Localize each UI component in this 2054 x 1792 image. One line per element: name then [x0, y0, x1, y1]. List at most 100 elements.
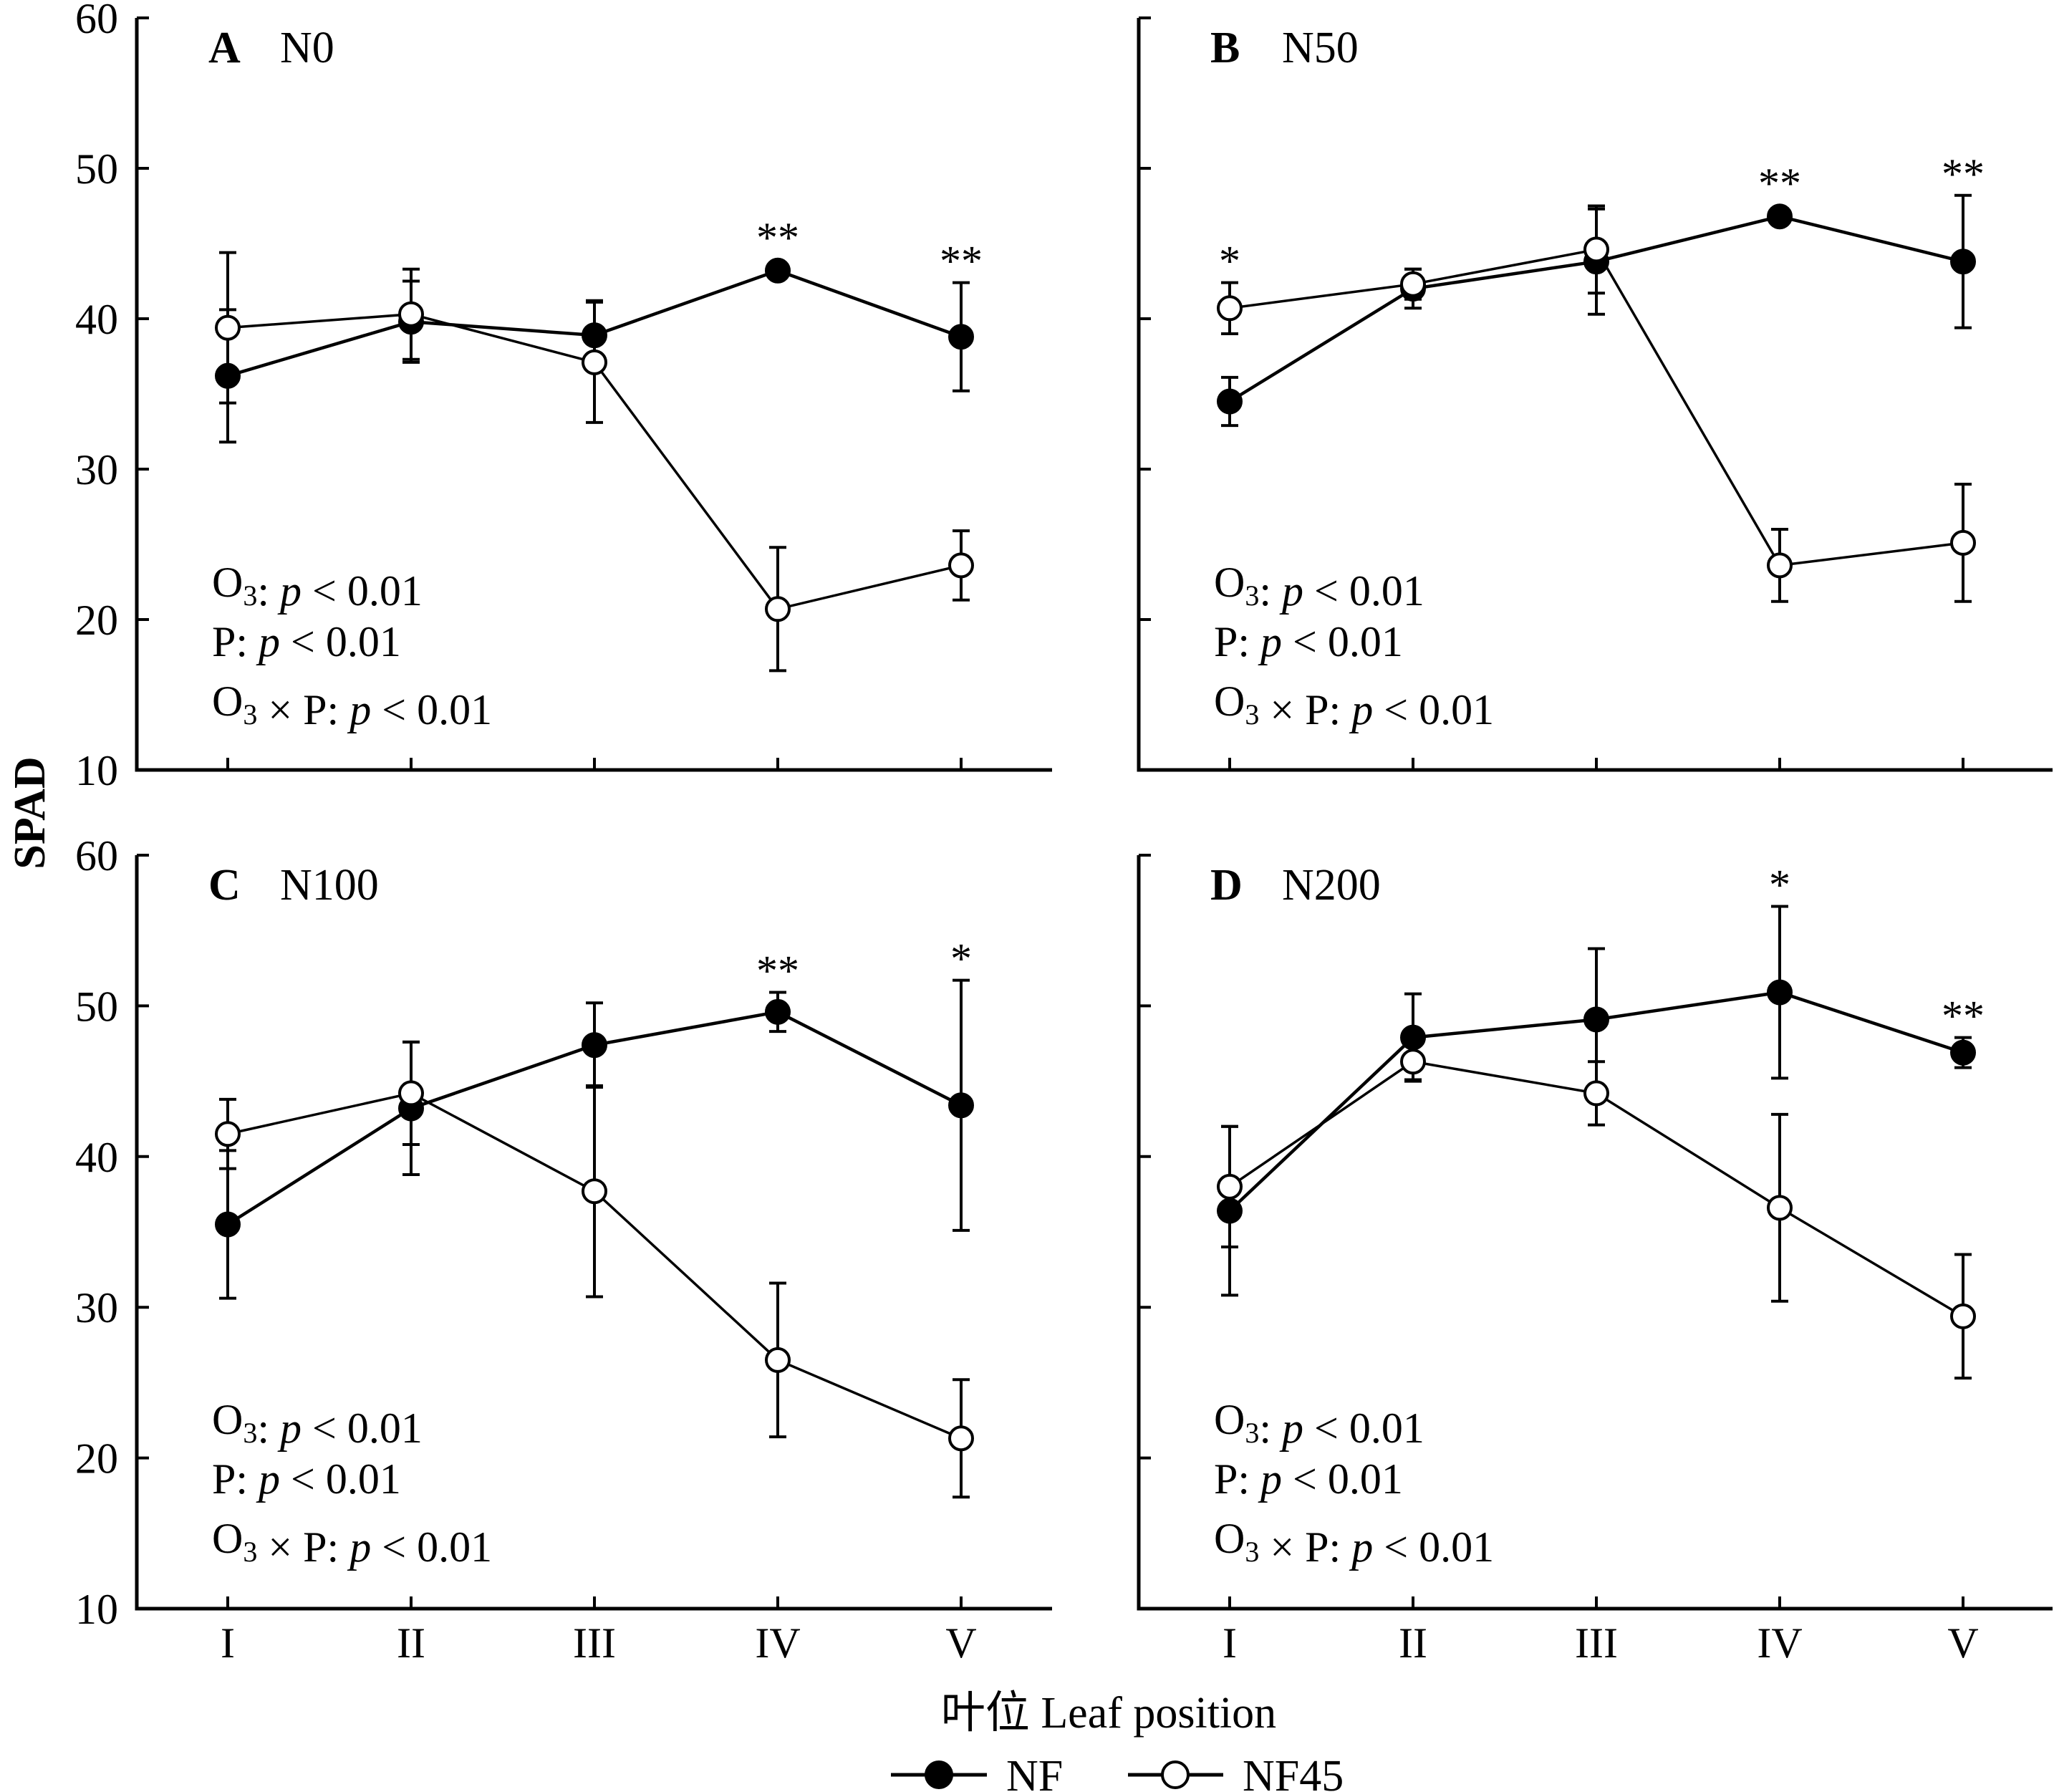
- significance-marker: **: [1942, 150, 1985, 198]
- y-tick-label: 20: [75, 597, 118, 644]
- panel-name: N100: [280, 861, 379, 910]
- panel-b: B N50 O3: p < 0.01P: p < 0.01 O3 × P: p < 0…: [1137, 16, 2053, 772]
- panel-a: 10 20 30 40 50 60 A N0 O3: p < 0.01P: p < 0.01 O3…: [75, 0, 1052, 794]
- legend-label-nf: NF: [1006, 1752, 1063, 1792]
- data-point-nf: [1950, 1039, 1976, 1066]
- panel-letter: A: [208, 24, 241, 72]
- legend-label-nf45: NF45: [1243, 1752, 1344, 1792]
- significance-marker: **: [756, 947, 799, 994]
- data-point-nf45: [215, 314, 241, 341]
- y-tick-label: 60: [75, 0, 118, 42]
- data-point-nf45: [398, 1080, 424, 1107]
- data-point-nf: [215, 1211, 241, 1238]
- data-point-nf: [765, 998, 791, 1025]
- data-point-nf: [1767, 203, 1793, 230]
- legend-entry-nf45: NF45: [1128, 1752, 1344, 1792]
- data-point-nf45: [1767, 552, 1793, 579]
- data-point-nf45: [398, 301, 424, 327]
- x-tick-label: I: [221, 1619, 235, 1667]
- data-point-nf45: [1217, 295, 1243, 322]
- x-tick-label: I: [1223, 1619, 1237, 1667]
- legend: NF NF45: [891, 1752, 1344, 1792]
- data-point-nf: [1583, 1006, 1609, 1033]
- series-nf45: [1217, 204, 1976, 603]
- x-tick-label: IV: [755, 1619, 800, 1667]
- panel-letter: D: [1210, 861, 1243, 910]
- legend-marker-nf: [925, 1760, 953, 1789]
- y-axis-title: SPAD: [6, 756, 54, 869]
- series-nf45: [215, 1040, 974, 1499]
- panel-name: N200: [1282, 861, 1381, 910]
- y-tick-label: 50: [75, 145, 118, 193]
- legend-marker-nf45: [1161, 1760, 1190, 1789]
- data-point-nf45: [948, 552, 974, 579]
- data-point-nf: [765, 257, 791, 284]
- x-axis-title: 叶位 Leaf position: [941, 1689, 1276, 1738]
- data-point-nf: [1950, 249, 1976, 275]
- x-tick-label: II: [1399, 1619, 1427, 1667]
- x-tick-label: III: [573, 1619, 616, 1667]
- panel-letter: C: [208, 861, 241, 910]
- data-point-nf45: [1400, 1049, 1426, 1075]
- x-tick-label: IV: [1757, 1619, 1802, 1667]
- data-point-nf45: [582, 1178, 607, 1205]
- series-nf45: [215, 251, 974, 673]
- y-tick-label: 30: [75, 1284, 118, 1331]
- data-point-nf45: [582, 349, 607, 375]
- significance-marker: **: [1942, 993, 1985, 1040]
- stat-text: O3 × P: p < 0.01: [212, 1515, 492, 1571]
- data-point-nf: [1217, 388, 1243, 415]
- x-tick-label: II: [397, 1619, 425, 1667]
- stat-text: O3 × P: p < 0.01: [212, 678, 492, 733]
- significance-marker: *: [950, 935, 972, 983]
- data-point-nf: [1767, 979, 1793, 1006]
- data-point-nf45: [1950, 529, 1976, 556]
- y-tick-label: 30: [75, 446, 118, 493]
- y-tick-label: 10: [75, 747, 118, 794]
- stat-text: O3: p < 0.01: [212, 1396, 423, 1452]
- stat-text: P: p < 0.01: [1214, 1455, 1403, 1503]
- stat-text: P: p < 0.01: [212, 618, 401, 665]
- y-tick-label: 20: [75, 1435, 118, 1483]
- data-point-nf: [948, 324, 974, 350]
- data-point-nf45: [1583, 236, 1609, 263]
- y-tick-label: 60: [75, 832, 118, 880]
- stat-text: O3: p < 0.01: [1214, 1396, 1424, 1452]
- x-tick-label: V: [945, 1619, 976, 1667]
- panel-name: N0: [280, 24, 334, 72]
- data-point-nf45: [948, 1425, 974, 1452]
- significance-marker: **: [1758, 160, 1801, 207]
- significance-marker: *: [1219, 238, 1240, 285]
- data-point-nf45: [215, 1121, 241, 1147]
- significance-marker: *: [1769, 862, 1790, 909]
- significance-marker: **: [940, 238, 983, 285]
- y-tick-label: 50: [75, 983, 118, 1030]
- series-nf45: [1217, 1042, 1976, 1380]
- x-tick-label: III: [1575, 1619, 1618, 1667]
- stat-text: O3 × P: p < 0.01: [1214, 678, 1494, 733]
- data-point-nf45: [1767, 1195, 1793, 1221]
- stat-text: O3: p < 0.01: [212, 559, 423, 615]
- data-point-nf: [582, 1032, 607, 1059]
- data-point-nf45: [1583, 1080, 1609, 1107]
- significance-marker: **: [756, 214, 799, 261]
- data-point-nf45: [1950, 1303, 1976, 1329]
- y-tick-label: 40: [75, 1134, 118, 1181]
- data-point-nf45: [1400, 271, 1426, 297]
- legend-entry-nf: NF: [891, 1752, 1063, 1792]
- data-point-nf45: [1217, 1173, 1243, 1200]
- panel-letter: B: [1210, 24, 1240, 72]
- data-point-nf45: [765, 1347, 791, 1373]
- stat-text: P: p < 0.01: [212, 1455, 401, 1503]
- data-point-nf45: [765, 596, 791, 622]
- data-point-nf: [948, 1092, 974, 1119]
- y-tick-label: 40: [75, 296, 118, 343]
- stat-text: P: p < 0.01: [1214, 618, 1403, 665]
- panel-name: N50: [1282, 24, 1359, 72]
- stat-text: O3: p < 0.01: [1214, 559, 1424, 615]
- y-tick-label: 10: [75, 1586, 118, 1633]
